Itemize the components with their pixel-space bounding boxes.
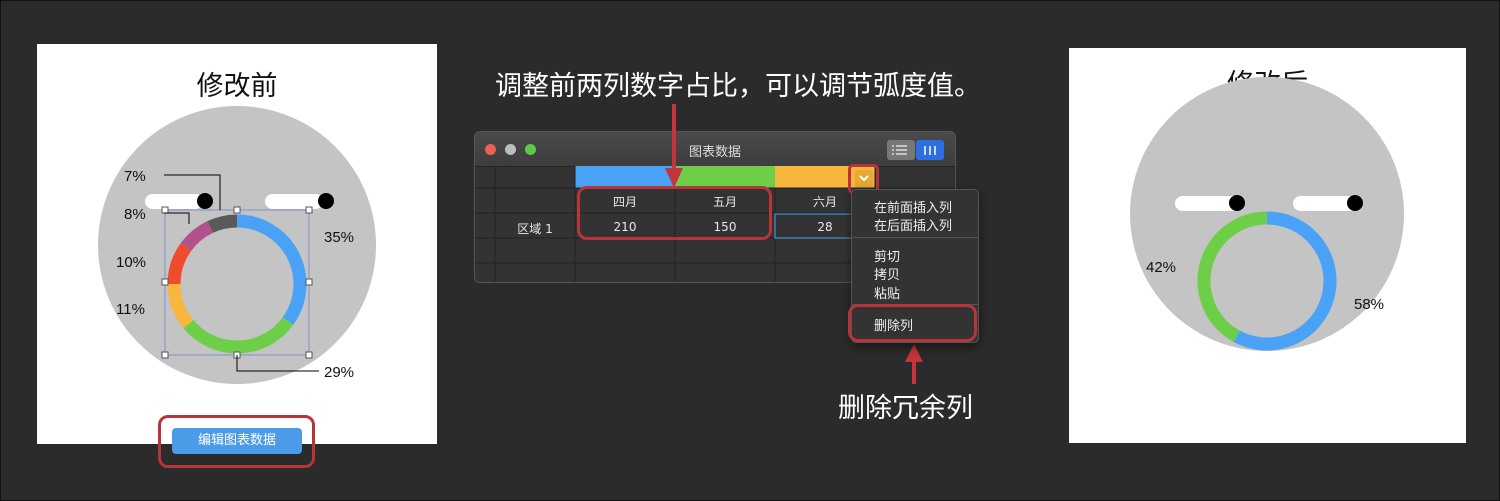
menu-cut[interactable]: 剪切 bbox=[874, 250, 901, 265]
list-view-toggle[interactable] bbox=[887, 140, 915, 160]
column-header-1[interactable]: 四月 bbox=[612, 195, 637, 209]
columns-highlight bbox=[577, 186, 772, 240]
before-title: 修改前 bbox=[196, 71, 278, 102]
edit-button-highlight bbox=[158, 415, 315, 468]
donut-slice-7% bbox=[207, 214, 238, 233]
close-button[interactable] bbox=[485, 144, 496, 155]
window-titlebar: 图表数据 bbox=[475, 132, 955, 167]
cell-may[interactable]: 150 bbox=[713, 220, 737, 234]
menu-copy[interactable]: 拷贝 bbox=[874, 268, 901, 283]
after-donut bbox=[1197, 211, 1337, 351]
column-view-toggle[interactable] bbox=[916, 140, 944, 160]
menu-insert-after[interactable]: 在后面插入列 bbox=[874, 219, 953, 234]
handle-tl bbox=[161, 206, 169, 214]
menu-insert-before[interactable]: 在前面插入列 bbox=[874, 201, 953, 216]
right-eye-pupil bbox=[1347, 195, 1363, 211]
donut-slice-58% bbox=[1233, 211, 1337, 351]
row-label[interactable]: 区域 1 bbox=[517, 222, 553, 236]
donut-slice-11% bbox=[167, 283, 194, 329]
callout-top: 调整前两列数字占比，可以调节弧度值。 bbox=[495, 71, 981, 102]
leader-line-29 bbox=[236, 355, 319, 372]
menu-delete-column[interactable]: 删除列 bbox=[874, 319, 914, 334]
handle-br bbox=[305, 351, 313, 359]
window-title: 图表数据 bbox=[688, 145, 741, 160]
column-color-1 bbox=[575, 166, 675, 188]
label-58: 58% bbox=[1354, 296, 1384, 313]
donut-slice-10% bbox=[167, 243, 192, 285]
handle-ml bbox=[161, 278, 169, 286]
leader-line-7 bbox=[164, 174, 221, 210]
left-eye-pupil bbox=[1229, 195, 1245, 211]
arrow-top bbox=[665, 104, 683, 188]
right-eye-white bbox=[1293, 196, 1359, 211]
label-8: 8% bbox=[124, 206, 146, 223]
handle-mr bbox=[305, 278, 313, 286]
menu-separator bbox=[852, 237, 978, 238]
leader-line-8 bbox=[164, 212, 190, 224]
handle-bl bbox=[161, 351, 169, 359]
column-header-3[interactable]: 六月 bbox=[812, 195, 837, 209]
donut-slice-35% bbox=[236, 214, 307, 325]
label-35: 35% bbox=[324, 229, 354, 246]
left-eye-white bbox=[1175, 196, 1241, 211]
minimize-button[interactable] bbox=[505, 144, 516, 155]
after-chart: 42% 58% bbox=[1130, 77, 1404, 351]
arrow-bottom bbox=[905, 344, 923, 384]
menu-paste[interactable]: 粘贴 bbox=[874, 287, 901, 302]
handle-tc bbox=[233, 206, 241, 214]
columns-icon bbox=[924, 146, 936, 155]
donut-slice-29% bbox=[183, 317, 294, 354]
before-panel: 修改前 7% 8% 10% 11% 35% 29% bbox=[37, 44, 437, 444]
right-eye-pupil bbox=[318, 193, 334, 209]
label-10: 10% bbox=[116, 254, 146, 271]
left-eye-white bbox=[145, 194, 203, 209]
list-icon bbox=[892, 145, 907, 155]
chevron-down-icon bbox=[859, 175, 869, 182]
after-panel: 修改后 42% 58% bbox=[1069, 48, 1466, 443]
label-7: 7% bbox=[124, 168, 146, 185]
callout-bottom: 删除冗余列 bbox=[838, 393, 973, 424]
context-menu: 在前面插入列 在后面插入列 剪切 拷贝 粘贴 删除列 bbox=[851, 189, 979, 343]
handle-tr bbox=[305, 206, 313, 214]
column-header-2[interactable]: 五月 bbox=[712, 195, 737, 209]
column-color-2 bbox=[675, 166, 775, 188]
left-eye-pupil bbox=[197, 193, 213, 209]
label-42: 42% bbox=[1146, 259, 1176, 276]
before-donut bbox=[167, 214, 307, 354]
right-eye-white bbox=[265, 194, 323, 209]
cell-june[interactable]: 28 bbox=[817, 220, 833, 234]
donut-slice-8% bbox=[180, 221, 214, 252]
before-chart: 7% 8% 10% 11% 35% 29% bbox=[98, 106, 376, 384]
zoom-button[interactable] bbox=[525, 144, 536, 155]
cell-april[interactable]: 210 bbox=[613, 220, 637, 234]
donut-slice-42% bbox=[1197, 211, 1268, 342]
label-11: 11% bbox=[116, 301, 145, 318]
edit-chart-data-button[interactable]: 编辑图表数据 bbox=[172, 428, 302, 454]
delete-column-highlight bbox=[848, 304, 977, 342]
column-dropdown-button[interactable] bbox=[855, 170, 873, 187]
label-29: 29% bbox=[324, 364, 354, 381]
